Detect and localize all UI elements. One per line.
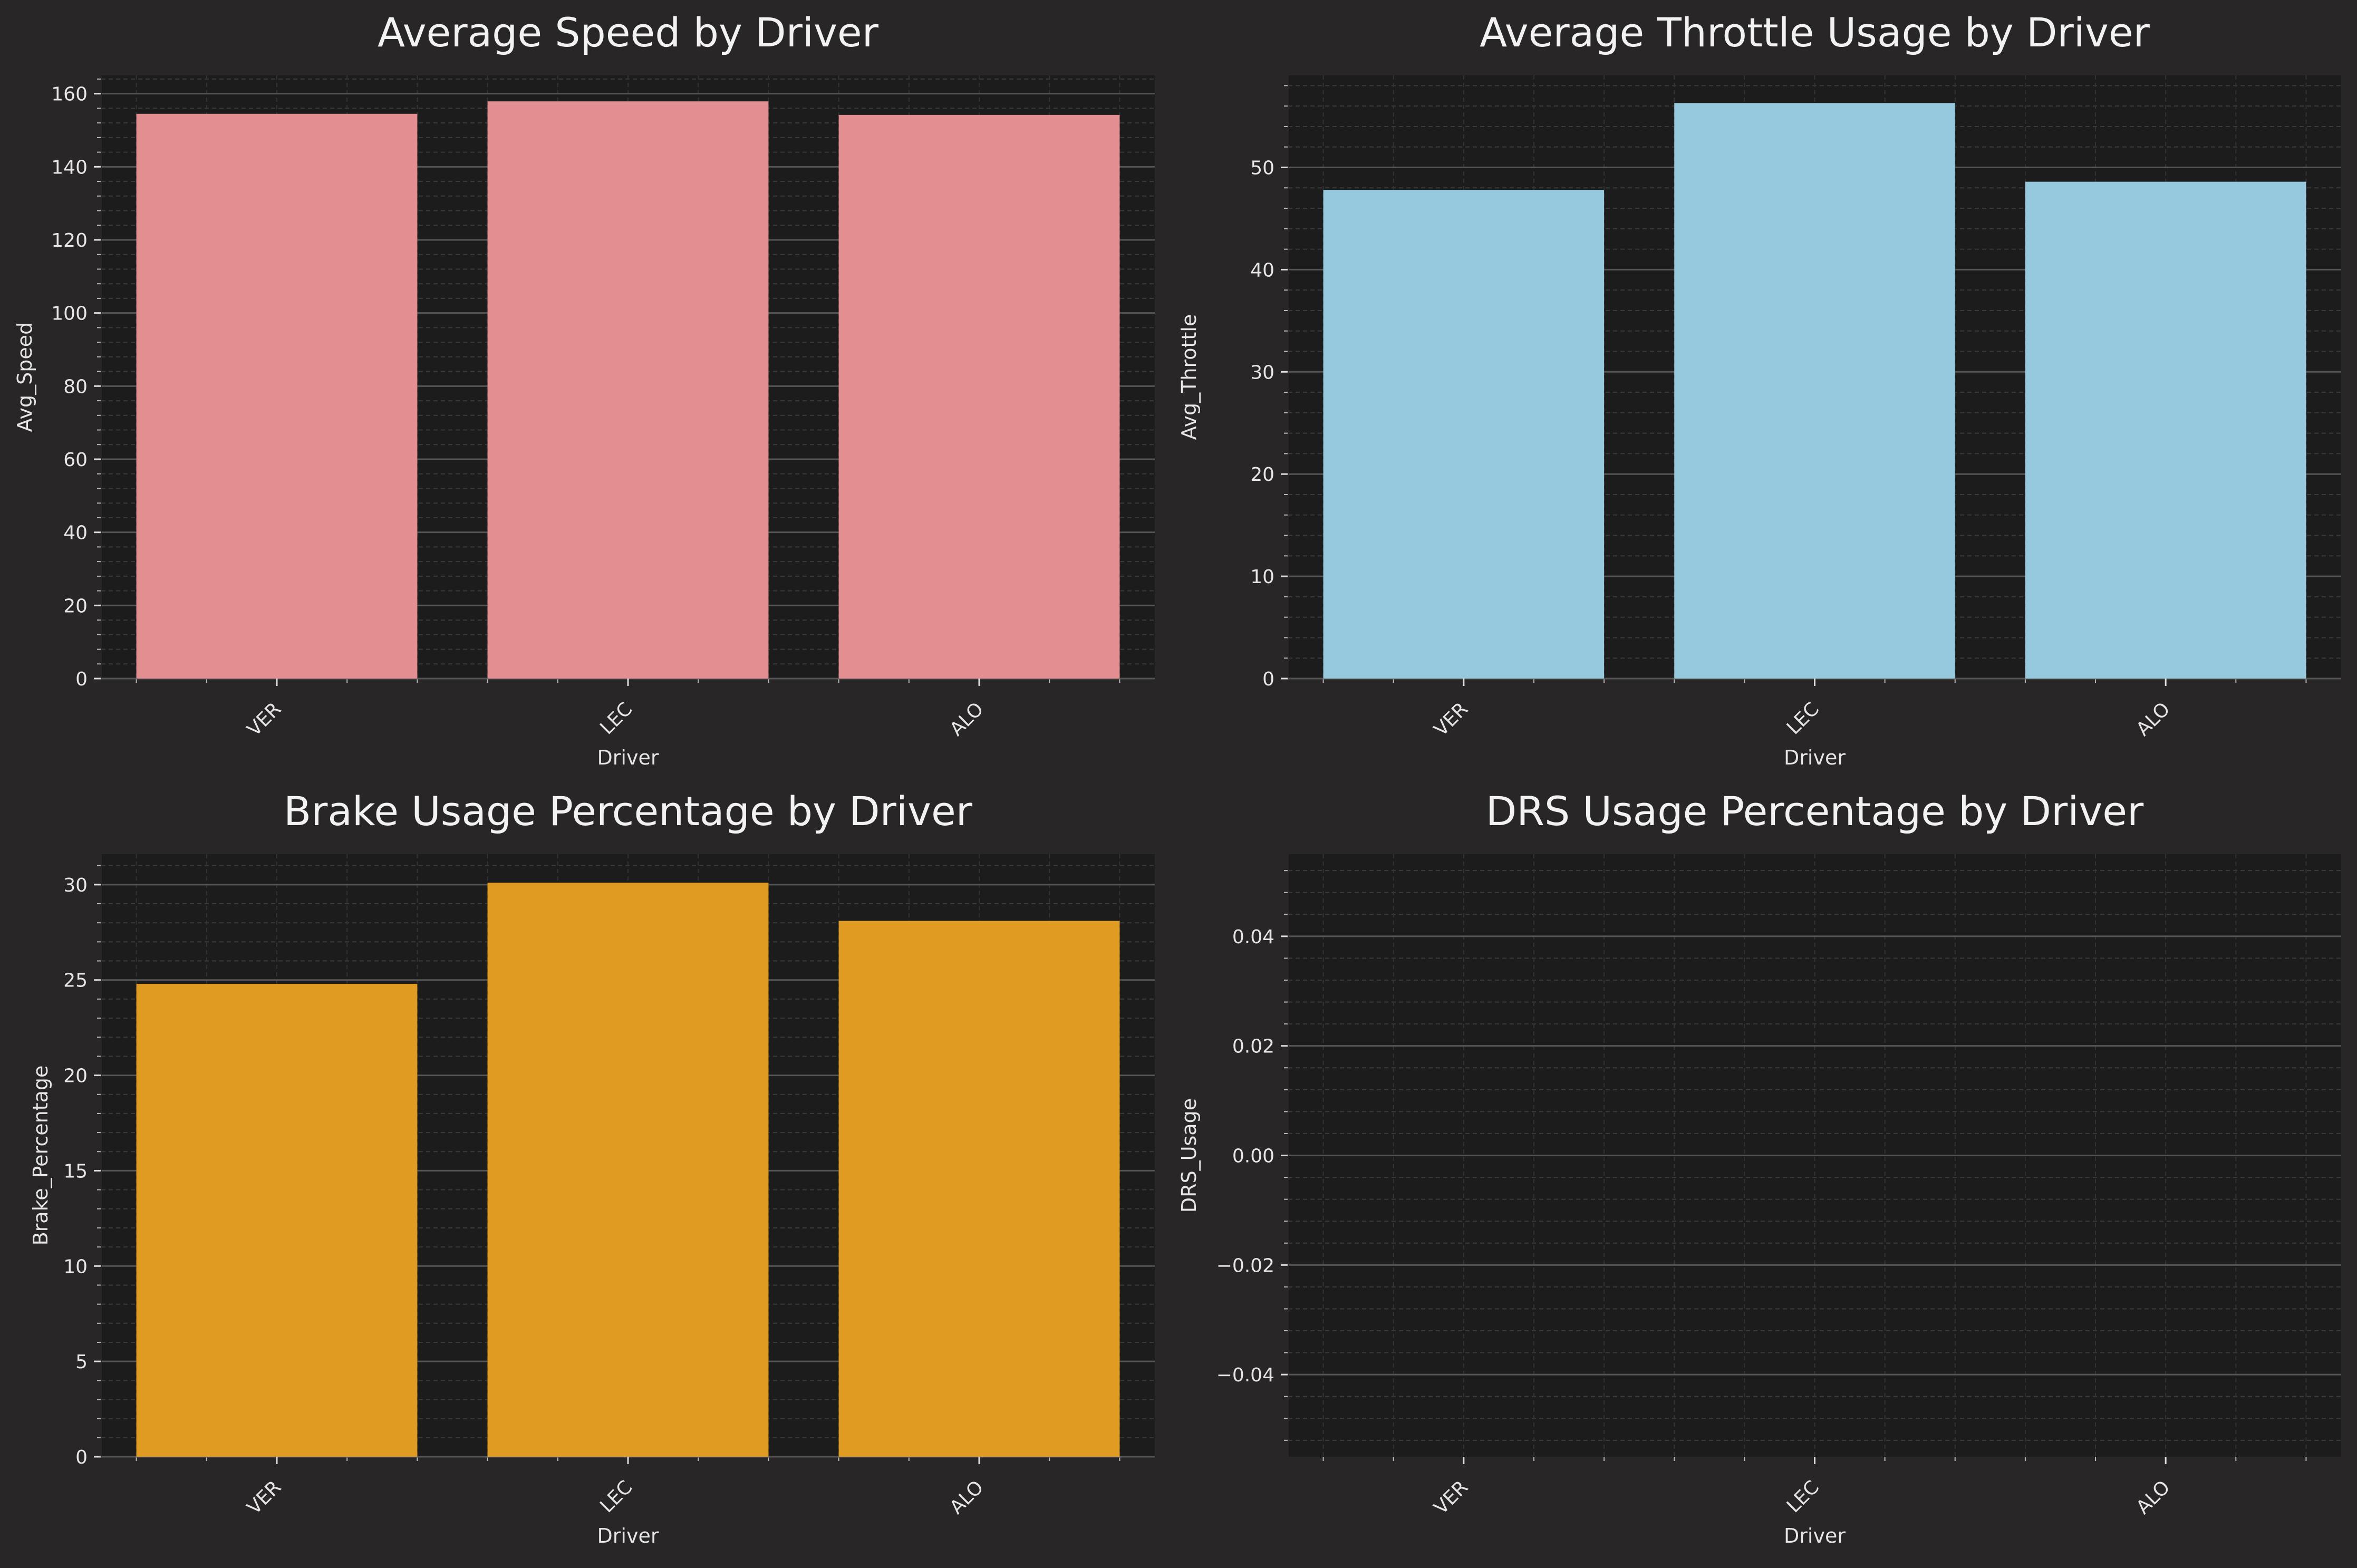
y-tick-label: 40 [63, 522, 88, 544]
y-tick-label: 30 [1250, 362, 1274, 383]
y-tick-label: −0.02 [1216, 1255, 1274, 1276]
y-axis-label: Brake_Percentage [29, 1066, 52, 1246]
x-axis-label: Driver [1784, 1524, 1846, 1547]
bar-ver [136, 983, 418, 1457]
bar-ver [136, 113, 418, 679]
y-tick-label: 0.02 [1232, 1036, 1274, 1058]
x-tick-label: ALO [946, 1476, 988, 1518]
y-tick-label: 10 [63, 1256, 88, 1277]
chart-title: Average Throttle Usage by Driver [1480, 9, 2150, 56]
bar-lec [487, 101, 769, 679]
x-axis-label: Driver [1784, 746, 1846, 769]
bar-lec [487, 883, 769, 1457]
y-tick-label: 0 [75, 1447, 88, 1468]
y-tick-label: 50 [1250, 158, 1274, 179]
y-axis-label: Avg_Throttle [1177, 314, 1201, 440]
y-tick-label: 0.00 [1232, 1146, 1274, 1167]
x-tick-label: LEC [1783, 698, 1823, 739]
bar-ver [1323, 190, 1605, 679]
x-tick-label: LEC [1783, 1476, 1823, 1517]
bar-alo [838, 114, 1120, 679]
y-tick-label: −0.04 [1216, 1364, 1274, 1386]
y-tick-label: 20 [63, 595, 88, 617]
x-axis-label: Driver [597, 746, 659, 769]
x-tick-label: VER [243, 698, 285, 740]
y-tick-label: 25 [63, 970, 88, 992]
chart-title: Average Speed by Driver [378, 9, 879, 56]
y-tick-label: 120 [51, 230, 88, 251]
y-tick-label: 20 [63, 1066, 88, 1087]
x-axis-label: Driver [597, 1524, 659, 1547]
y-tick-label: 80 [63, 376, 88, 398]
bar-lec [1674, 103, 1955, 679]
x-tick-label: VER [1430, 1476, 1472, 1518]
y-axis-label: Avg_Speed [13, 322, 36, 432]
chart-drs-usage: −0.04 −0.02 0.00 0.02 0.04 VER LEC ALO DRS Usage… [1177, 788, 2341, 1547]
y-tick-label: 60 [63, 449, 88, 471]
y-axis-label: DRS_Usage [1177, 1098, 1201, 1213]
y-tick-label: 140 [51, 157, 88, 178]
y-tick-label: 0.04 [1232, 926, 1274, 948]
chart-average-speed: 0 20 40 60 80 100 120 140 160 VER LEC ALO Average Sp… [13, 9, 1155, 769]
y-tick-label: 100 [51, 303, 88, 325]
y-tick-label: 40 [1250, 259, 1274, 281]
y-tick-label: 20 [1250, 464, 1274, 486]
chart-title: DRS Usage Percentage by Driver [1486, 788, 2144, 835]
chart-brake-usage: 0 5 10 15 20 25 30 VER LEC ALO Brake Usage Percent… [29, 788, 1155, 1547]
y-tick-label: 0 [1262, 669, 1274, 690]
chart-title: Brake Usage Percentage by Driver [284, 788, 973, 835]
y-tick-label: 15 [63, 1160, 88, 1182]
y-tick-label: 5 [75, 1351, 88, 1373]
x-tick-label: LEC [596, 698, 636, 739]
x-tick-label: LEC [596, 1476, 636, 1517]
y-tick-label: 160 [51, 84, 88, 105]
y-tick-label: 10 [1250, 566, 1274, 588]
bar-alo [2025, 181, 2306, 679]
x-tick-label: VER [1430, 698, 1472, 740]
chart-average-throttle: 0 10 20 30 40 50 VER LEC ALO Average Throttle Usa… [1177, 9, 2341, 769]
x-tick-label: ALO [2132, 1476, 2175, 1518]
y-tick-label: 30 [63, 875, 88, 896]
x-tick-label: ALO [946, 698, 988, 740]
x-tick-label: ALO [2132, 698, 2175, 740]
y-tick-label: 0 [75, 669, 88, 690]
bar-alo [838, 921, 1120, 1457]
x-tick-label: VER [243, 1476, 285, 1518]
